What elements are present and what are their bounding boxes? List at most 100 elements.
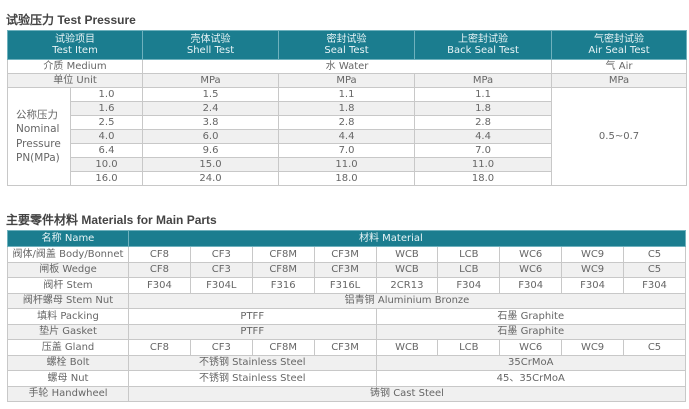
unit-row: 单位 Unit MPa MPa MPa MPa xyxy=(6,73,688,88)
material-row-gasket: 垫片 Gasket PTFF 石墨 Graphite xyxy=(7,323,686,340)
back-seal-value: 2.8 xyxy=(414,115,553,130)
nominal-pressure-label-line: PN(MPa) xyxy=(16,151,60,164)
back-seal-value: 1.1 xyxy=(414,87,553,102)
pressure-row: 2.5 3.8 2.8 2.8 xyxy=(8,115,687,130)
material-row-stem: 阀杆 Stem F304 F304L F316 F316L 2CR13 F304 F304 F3… xyxy=(7,277,686,294)
pn-value: 16.0 xyxy=(69,171,144,186)
material-value: WC6 xyxy=(499,261,563,278)
pn-value: 6.4 xyxy=(69,143,144,158)
shell-value: 15.0 xyxy=(142,157,280,172)
pn-value: 1.6 xyxy=(69,101,144,116)
back-seal-value: 4.4 xyxy=(414,129,553,144)
medium-label: 介质 Medium xyxy=(6,59,144,74)
material-value: CF3M xyxy=(313,339,377,356)
material-value: WC9 xyxy=(561,246,624,263)
part-name: 螺栓 Bolt xyxy=(7,354,129,371)
seal-value: 1.1 xyxy=(278,87,416,102)
shell-value: 6.0 xyxy=(142,129,280,144)
shell-value: 3.8 xyxy=(142,115,280,130)
seal-value: 18.0 xyxy=(278,171,416,186)
material-value: F316L xyxy=(313,277,377,294)
material-row-gland: 压盖 Gland CF8 CF3 CF8M CF3M WCB LCB WC6 WC9 C5 xyxy=(7,339,686,356)
part-name: 填料 Packing xyxy=(7,308,129,325)
material-value-b: 石墨 Graphite xyxy=(375,308,686,325)
seal-value: 7.0 xyxy=(278,143,416,158)
material-value: WCB xyxy=(375,246,439,263)
back-seal-value: 7.0 xyxy=(414,143,553,158)
material-value: C5 xyxy=(623,261,686,278)
header-row: 名称 Name 材料 Material xyxy=(7,230,686,247)
material-value: CF8M xyxy=(251,246,315,263)
part-name: 螺母 Nut xyxy=(7,370,129,387)
unit-cell: MPa xyxy=(551,73,688,88)
material-row-wedge: 闸板 Wedge CF8 CF3 CF8M CF3M WCB LCB WC6 WC9 C5 xyxy=(7,261,686,278)
material-value: 铝青铜 Aluminium Bronze xyxy=(128,292,686,309)
header-seal-test: 密封试验 Seal Test xyxy=(278,30,416,60)
pn-value: 1.0 xyxy=(69,87,144,102)
material-value: CF8M xyxy=(251,339,315,356)
material-value: F304 xyxy=(499,277,563,294)
seal-value: 4.4 xyxy=(278,129,416,144)
material-value: F304 xyxy=(128,277,191,294)
material-value: CF8 xyxy=(128,339,191,356)
material-row-packing: 填料 Packing PTFF 石墨 Graphite xyxy=(7,308,686,325)
nominal-pressure-label-line: Nominal xyxy=(16,123,60,136)
pressure-row: 16.0 24.0 18.0 18.0 xyxy=(8,171,687,186)
seal-value: 11.0 xyxy=(278,157,416,172)
material-value-a: PTFF xyxy=(128,308,377,325)
pressure-row: 公称压力 Nominal Pressure PN(MPa) 1.0 1.5 1.1 1.1 0.… xyxy=(7,87,688,186)
material-value: CF3M xyxy=(313,261,377,278)
material-value-b: 45、35CrMoA xyxy=(375,370,686,387)
nominal-pressure-label-line: Pressure xyxy=(16,137,61,150)
part-name: 阀杆螺母 Stem Nut xyxy=(7,292,129,309)
back-seal-value: 18.0 xyxy=(414,171,553,186)
material-value: C5 xyxy=(623,246,686,263)
header-back-seal-test: 上密封试验 Back Seal Test xyxy=(414,30,553,60)
part-name: 阀杆 Stem xyxy=(7,277,129,294)
part-name: 手轮 Handwheel xyxy=(7,385,129,402)
material-row-body: 阀体/阀盖 Body/Bonnet CF8 CF3 CF8M CF3M WCB LCB WC6… xyxy=(7,246,686,263)
material-value: LCB xyxy=(437,246,501,263)
part-name: 闸板 Wedge xyxy=(7,261,129,278)
header-material: 材料 Material xyxy=(128,230,686,247)
header-test-item: 试验项目 Test Item xyxy=(6,30,144,60)
pn-value: 10.0 xyxy=(69,157,144,172)
unit-cell: MPa xyxy=(142,73,280,88)
material-value: WC6 xyxy=(499,246,563,263)
test-pressure-title: 试验压力 Test Pressure xyxy=(6,13,136,27)
medium-air: 气 Air xyxy=(551,59,688,74)
air-seal-value: 0.5~0.7 xyxy=(551,87,688,186)
unit-cell: MPa xyxy=(278,73,416,88)
material-value: 2CR13 xyxy=(375,277,439,294)
pn-value: 2.5 xyxy=(69,115,144,130)
material-value: C5 xyxy=(623,339,686,356)
header-shell-test: 壳体试验 Shell Test xyxy=(142,30,280,60)
material-row-nut: 螺母 Nut 不锈钢 Stainless Steel 45、35CrMoA xyxy=(7,370,686,387)
material-value: WCB xyxy=(375,339,439,356)
material-value-a: PTFF xyxy=(128,323,377,340)
seal-value: 2.8 xyxy=(278,115,416,130)
material-value: LCB xyxy=(437,261,501,278)
nominal-pressure-label: 公称压力 Nominal Pressure PN(MPa) xyxy=(7,87,71,186)
test-pressure-table: 试验项目 Test Item 壳体试验 Shell Test 密封试验 Seal Te… xyxy=(6,30,688,186)
material-value: F304 xyxy=(437,277,501,294)
nominal-pressure-label-line: 公称压力 xyxy=(16,109,58,122)
material-value: F304 xyxy=(623,277,686,294)
shell-value: 9.6 xyxy=(142,143,280,158)
material-value: WCB xyxy=(375,261,439,278)
material-value-b: 35CrMoA xyxy=(375,354,686,371)
material-value: CF3 xyxy=(189,261,253,278)
medium-water: 水 Water xyxy=(142,59,553,74)
pn-value: 4.0 xyxy=(69,129,144,144)
materials-title: 主要零件材料 Materials for Main Parts xyxy=(6,213,217,227)
material-value: CF3M xyxy=(313,246,377,263)
seal-value: 1.8 xyxy=(278,101,416,116)
material-value: CF8M xyxy=(251,261,315,278)
material-value: 铸钢 Cast Steel xyxy=(128,385,686,402)
material-value: CF3 xyxy=(189,246,253,263)
unit-cell: MPa xyxy=(414,73,553,88)
material-value: WC9 xyxy=(561,261,624,278)
material-row-bolt: 螺栓 Bolt 不锈钢 Stainless Steel 35CrMoA xyxy=(7,354,686,371)
material-value: F304L xyxy=(189,277,253,294)
material-value: CF8 xyxy=(128,261,191,278)
